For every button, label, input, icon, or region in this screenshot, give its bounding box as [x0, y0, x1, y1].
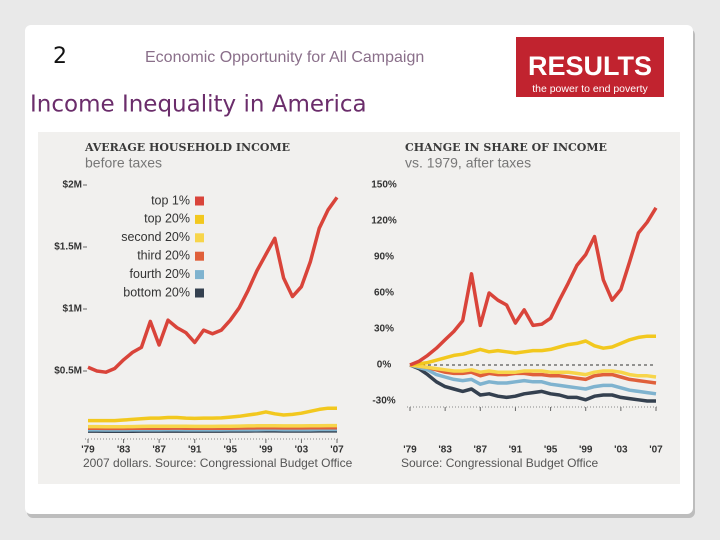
- x-tick-label: '83: [438, 445, 452, 456]
- logo: RESULTS: [528, 51, 652, 81]
- slide-title: Income Inequality in America: [30, 92, 367, 118]
- legend-label: second 20%: [121, 230, 190, 244]
- y-tick-label: $0.5M: [54, 366, 82, 377]
- legend-label: top 20%: [144, 212, 190, 226]
- y-tick-label: 150%: [371, 180, 397, 191]
- x-tick-label: '79: [81, 445, 95, 456]
- x-tick-label: '79: [403, 445, 417, 456]
- chart-subtitle: vs. 1979, after taxes: [405, 155, 531, 171]
- y-tick-label: 0%: [377, 360, 392, 371]
- y-tick-label: -30%: [372, 396, 395, 407]
- legend-swatch: [195, 289, 204, 298]
- x-tick-label: '87: [474, 445, 488, 456]
- x-tick-label: '83: [117, 445, 131, 456]
- slide-number: 2: [53, 44, 67, 69]
- legend-label: third 20%: [137, 248, 190, 262]
- chart-note: Source: Congressional Budget Office: [401, 456, 599, 470]
- y-tick-label: 30%: [374, 324, 394, 335]
- legend-label: top 1%: [151, 193, 190, 207]
- x-tick-label: '91: [188, 445, 202, 456]
- logo-tagline: the power to end poverty: [532, 83, 648, 95]
- legend-swatch: [195, 197, 204, 206]
- x-tick-label: '91: [509, 445, 523, 456]
- chart-subtitle: before taxes: [85, 155, 162, 171]
- x-tick-label: '07: [330, 445, 344, 456]
- legend-label: bottom 20%: [123, 285, 190, 299]
- y-tick-label: 90%: [374, 252, 394, 263]
- header: Economic Opportunity for All Campaign: [145, 49, 424, 66]
- y-tick-label: 120%: [371, 216, 397, 227]
- x-tick-label: '87: [152, 445, 166, 456]
- legend-label: fourth 20%: [130, 267, 190, 281]
- x-tick-label: '99: [579, 445, 593, 456]
- legend-swatch: [195, 270, 204, 279]
- legend-swatch: [195, 233, 204, 242]
- y-tick-label: $1.5M: [54, 242, 82, 253]
- x-tick-label: '03: [614, 445, 628, 456]
- chart-note: 2007 dollars. Source: Congressional Budg…: [83, 456, 353, 470]
- x-tick-label: '95: [544, 445, 558, 456]
- x-tick-label: '07: [649, 445, 663, 456]
- chart-title: CHANGE IN SHARE OF INCOME: [405, 141, 607, 154]
- legend-swatch: [195, 252, 204, 261]
- series-line: [88, 426, 337, 427]
- y-tick-label: $2M: [63, 180, 82, 191]
- x-tick-label: '03: [295, 445, 309, 456]
- y-tick-label: $1M: [63, 304, 82, 315]
- x-tick-label: '99: [259, 445, 273, 456]
- legend-swatch: [195, 215, 204, 224]
- y-tick-label: 60%: [374, 288, 394, 299]
- chart-title: AVERAGE HOUSEHOLD INCOME: [84, 141, 290, 154]
- x-tick-label: '95: [224, 445, 238, 456]
